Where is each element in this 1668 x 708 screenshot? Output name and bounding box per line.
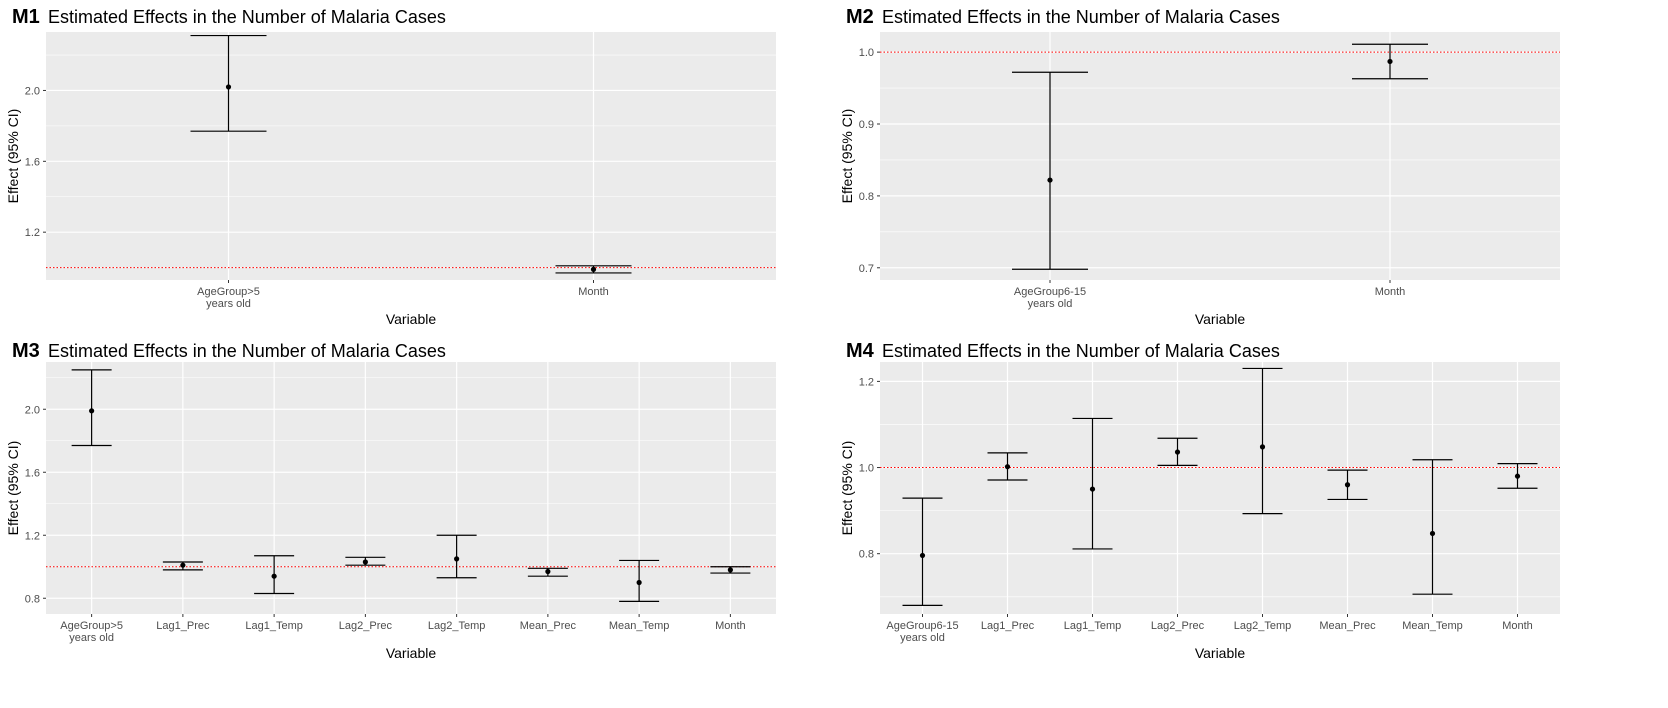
estimate-point bbox=[590, 266, 597, 272]
y-tick-label: 0.8 bbox=[25, 593, 40, 605]
estimate-point bbox=[225, 84, 232, 90]
y-tick-label: 2.0 bbox=[25, 85, 40, 97]
chart-plot: 0.8 1.0 1.2 AgeGroup6-15 years old Lag1_Prec L… bbox=[839, 362, 1560, 661]
y-tick-label: 1.2 bbox=[859, 376, 874, 388]
x-tick-label: Lag2_Prec bbox=[1151, 620, 1205, 632]
plot-background bbox=[880, 32, 1560, 280]
x-tick-label: Month bbox=[578, 286, 609, 298]
panel-tag: M4 bbox=[846, 340, 874, 362]
estimate-point bbox=[1259, 444, 1266, 450]
estimate-point bbox=[636, 579, 642, 586]
y-tick-label: 2.0 bbox=[25, 404, 40, 416]
y-tick-label: 1.0 bbox=[859, 463, 874, 475]
y-axis-title: Effect (95% CI) bbox=[839, 441, 855, 536]
x-tick-label: Mean_Prec bbox=[520, 620, 577, 632]
x-tick-label: AgeGroup>5 years old bbox=[197, 286, 260, 310]
x-tick-label: Lag1_Prec bbox=[981, 620, 1035, 632]
x-axis-title: Variable bbox=[1195, 645, 1246, 661]
estimate-point bbox=[919, 552, 926, 559]
x-tick-label: Lag1_Temp bbox=[245, 620, 303, 632]
estimate-point bbox=[1387, 58, 1393, 65]
x-tick-label: Month bbox=[1375, 286, 1406, 298]
estimate-point bbox=[271, 573, 277, 579]
estimate-point bbox=[454, 556, 460, 562]
x-axis-title: Variable bbox=[386, 645, 437, 661]
x-tick-label: Lag2_Temp bbox=[428, 620, 486, 632]
chart-panel-m4: M4 Estimated Effects in the Number of Ma… bbox=[834, 340, 1668, 708]
plot-background bbox=[46, 362, 776, 614]
x-tick-label: AgeGroup6-15 years old bbox=[1014, 286, 1086, 310]
chart-plot: 0.7 0.8 0.9 1.0 AgeGroup6-15 years old Month Va… bbox=[839, 32, 1560, 327]
x-tick-label: AgeGroup6-15 years old bbox=[886, 620, 958, 644]
x-tick-label: Lag2_Temp bbox=[1234, 620, 1292, 632]
chart-panel-m1: M1 Estimated Effects in the Number of Ma… bbox=[0, 0, 834, 354]
estimate-point bbox=[1047, 177, 1053, 183]
y-axis-title: Effect (95% CI) bbox=[5, 109, 21, 204]
estimate-point bbox=[545, 568, 551, 575]
plot-background bbox=[880, 362, 1560, 614]
estimate-point bbox=[362, 559, 368, 565]
x-tick-label: Lag2_Prec bbox=[339, 620, 393, 632]
x-tick-label: AgeGroup>5 years old bbox=[60, 620, 123, 644]
chart-title: Estimated Effects in the Number of Malar… bbox=[48, 341, 446, 361]
estimate-point bbox=[180, 562, 186, 568]
chart-title: Estimated Effects in the Number of Malar… bbox=[882, 341, 1280, 361]
y-tick-label: 0.7 bbox=[859, 263, 874, 275]
y-tick-label: 1.2 bbox=[25, 227, 40, 239]
y-axis-title: Effect (95% CI) bbox=[5, 441, 21, 536]
x-tick-label: Month bbox=[715, 620, 746, 632]
plot-background bbox=[46, 32, 776, 280]
estimate-point bbox=[1004, 464, 1011, 470]
y-tick-label: 1.0 bbox=[859, 47, 874, 59]
panel-tag: M2 bbox=[846, 6, 874, 28]
y-tick-label: 0.8 bbox=[859, 191, 874, 203]
chart-title: Estimated Effects in the Number of Malar… bbox=[48, 7, 446, 27]
y-tick-label: 0.9 bbox=[859, 119, 874, 131]
chart-plot: 0.8 1.2 1.6 2.0 AgeGroup>5 years old Lag1_Prec… bbox=[5, 362, 776, 661]
x-axis-title: Variable bbox=[386, 311, 437, 327]
x-tick-label: Lag1_Temp bbox=[1064, 620, 1122, 632]
y-tick-label: 1.6 bbox=[25, 467, 40, 479]
x-axis-title: Variable bbox=[1195, 311, 1246, 327]
chart-panel-m3: M3 Estimated Effects in the Number of Ma… bbox=[0, 340, 834, 708]
y-tick-label: 0.8 bbox=[859, 549, 874, 561]
estimate-point bbox=[727, 567, 733, 573]
chart-title: Estimated Effects in the Number of Malar… bbox=[882, 7, 1280, 27]
chart-plot: 1.2 1.6 2.0 AgeGroup>5 years old Month Variabl… bbox=[5, 32, 776, 327]
estimate-point bbox=[1174, 449, 1181, 455]
estimate-point bbox=[1429, 530, 1436, 537]
panel-tag: M1 bbox=[12, 6, 40, 28]
x-tick-label: Mean_Temp bbox=[609, 620, 670, 632]
estimate-point bbox=[1514, 473, 1521, 479]
estimate-point bbox=[1344, 482, 1351, 488]
panel-tag: M3 bbox=[12, 340, 40, 362]
estimate-point bbox=[89, 408, 95, 414]
x-tick-label: Mean_Temp bbox=[1402, 620, 1463, 632]
y-axis-title: Effect (95% CI) bbox=[839, 109, 855, 204]
y-tick-label: 1.2 bbox=[25, 530, 40, 542]
x-tick-label: Lag1_Prec bbox=[156, 620, 210, 632]
estimate-point bbox=[1089, 486, 1096, 492]
x-tick-label: Month bbox=[1502, 620, 1533, 632]
x-tick-label: Mean_Prec bbox=[1319, 620, 1376, 632]
y-tick-label: 1.6 bbox=[25, 156, 40, 168]
chart-panel-m2: M2 Estimated Effects in the Number of Ma… bbox=[834, 0, 1668, 354]
